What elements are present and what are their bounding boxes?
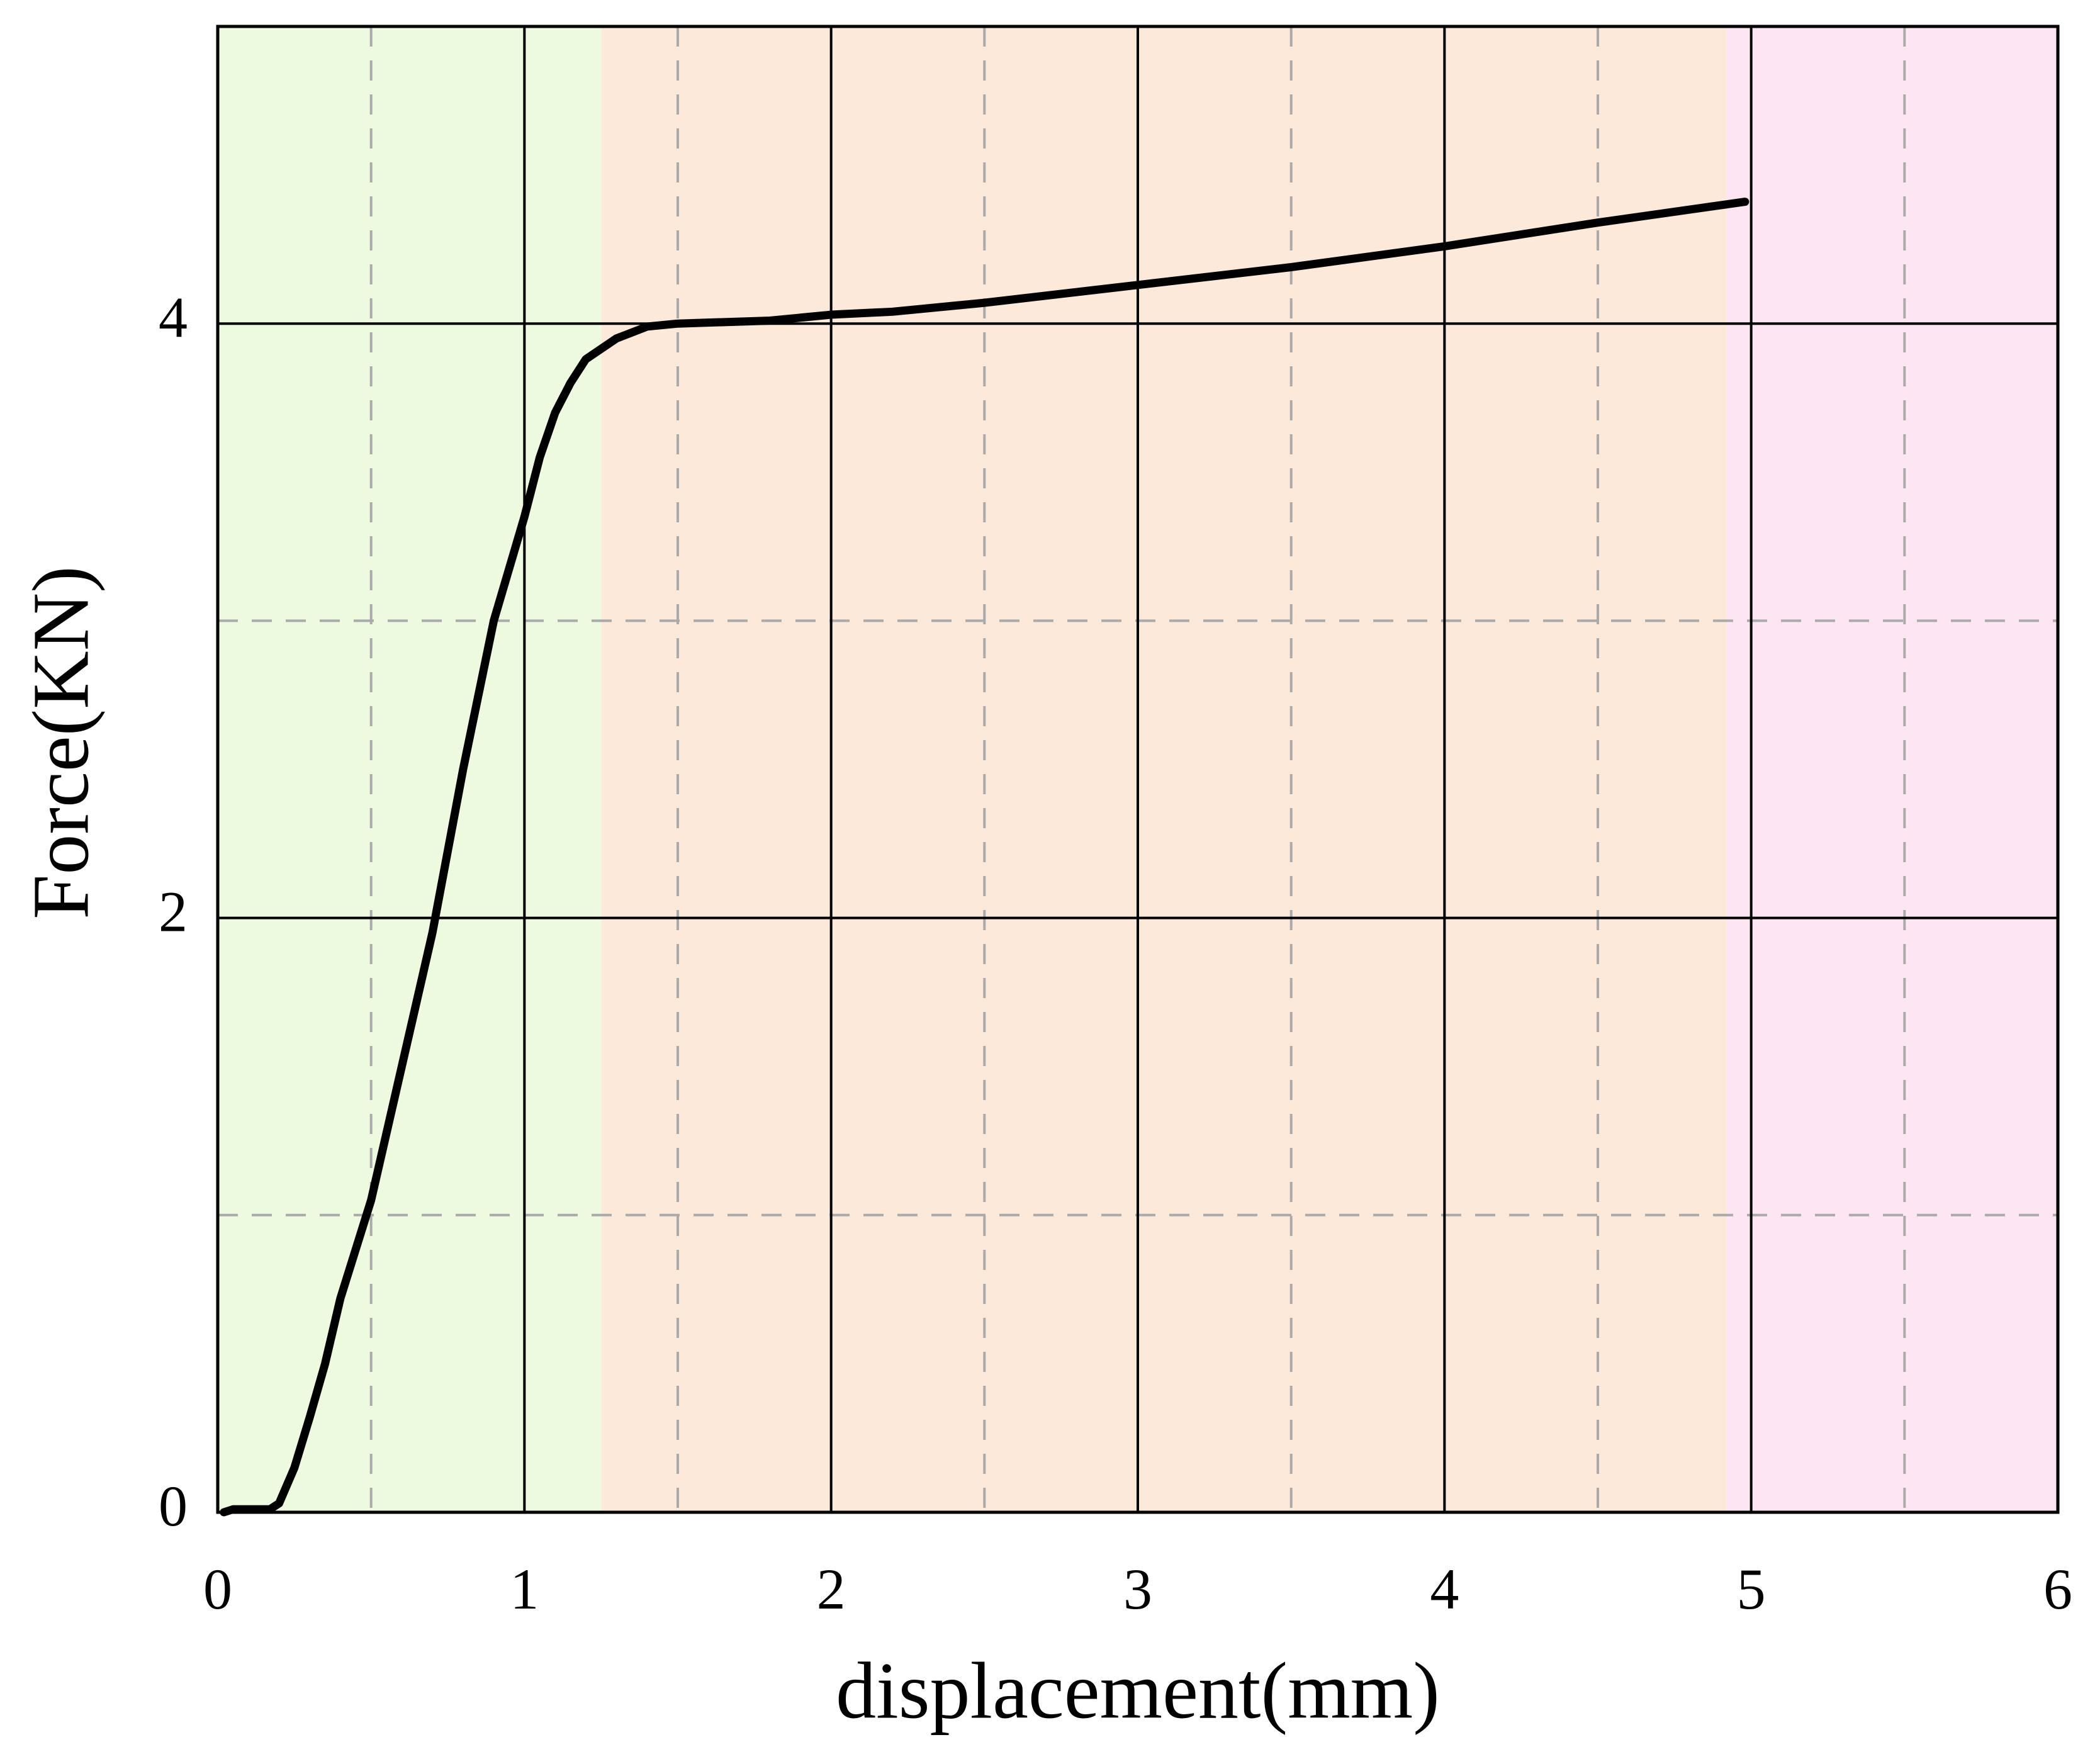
y-axis-title: Force(KN) <box>16 566 105 919</box>
x-tick-label: 3 <box>1123 1557 1152 1621</box>
x-tick-label: 0 <box>203 1557 232 1621</box>
grid <box>216 25 2060 1514</box>
region <box>601 26 1727 1512</box>
region <box>1726 26 2058 1512</box>
x-tick-label: 6 <box>2043 1557 2072 1621</box>
x-tick-label: 4 <box>1430 1557 1459 1621</box>
regions <box>218 26 2058 1512</box>
data-line <box>220 198 1750 1517</box>
x-tick-label: 1 <box>510 1557 539 1621</box>
plot-frame <box>216 25 2060 1514</box>
x-axis-title: displacement(mm) <box>836 1646 1440 1735</box>
y-tick-label: 4 <box>159 285 188 349</box>
region <box>218 26 602 1512</box>
labels: displacement(mm) Force(KN) 0 1 2 3 4 5 6 0 2 4 <box>16 285 2072 1735</box>
plot <box>220 198 1750 1517</box>
x-tick-label: 2 <box>817 1557 846 1621</box>
y-tick-label: 2 <box>159 880 188 944</box>
y-tick-label: 0 <box>159 1474 188 1538</box>
x-tick-label: 5 <box>1737 1557 1766 1621</box>
